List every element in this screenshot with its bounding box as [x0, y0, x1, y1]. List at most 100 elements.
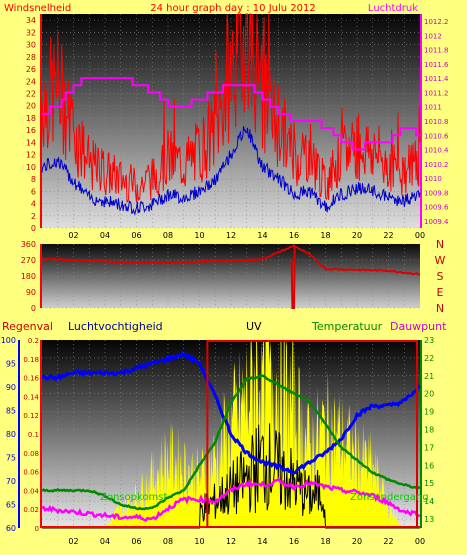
temperature-y-tick-label: 14: [424, 497, 434, 506]
compass-label: E: [437, 286, 444, 299]
uv-y-tick-label: 0.16: [23, 375, 39, 383]
wind-y-tick-label: 6: [31, 187, 36, 196]
pressure-y-tick-label: 1011.4: [424, 75, 449, 83]
x-tick-label: 18: [320, 231, 330, 240]
x-tick-label: 04: [100, 537, 110, 546]
pressure-y-tick-label: 1011.2: [424, 89, 449, 97]
wind-y-tick-label: 0: [31, 224, 36, 233]
humidity-y-tick-label: 95: [6, 360, 16, 369]
humidity-x-ticks: 02 04 06 08 10 12 14 16 18 20 22 00: [68, 537, 425, 546]
temperature-y-ticks: 13 14 15 16 17 18 19 20 21 22 23: [420, 336, 434, 528]
wind-y-tick-label: 8: [31, 175, 36, 184]
temperature-y-tick-label: 20: [424, 390, 434, 399]
humidity-y-tick-label: 75: [6, 454, 16, 463]
chart-title: 24 hour graph day : 10 Julu 2012: [150, 3, 316, 14]
dewpoint-label: Dauwpunt: [390, 320, 447, 333]
x-tick-label: 20: [352, 231, 362, 240]
uv-y-tick-label: 0.04: [23, 487, 39, 495]
temperature-y-tick-label: 18: [424, 426, 434, 435]
rain-label: Regenval: [2, 320, 53, 333]
compass-label: N: [436, 238, 444, 251]
direction-y-tick-label: 360: [21, 240, 36, 249]
sunset-label: Zonsondergang: [350, 492, 429, 503]
pressure-y-tick-label: 1009.6: [424, 204, 449, 212]
wind-y-tick-label: 28: [26, 53, 36, 62]
wind-y-tick-label: 20: [26, 102, 36, 111]
wind-y-tick-label: 24: [26, 77, 36, 86]
temperature-label: Temperatuur: [311, 320, 383, 333]
pressure-y-tick-label: 1010: [424, 175, 442, 183]
temperature-y-tick-label: 16: [424, 461, 434, 470]
wind-series: [41, 13, 421, 216]
uv-y-tick-label: 0.2: [28, 337, 39, 345]
wind-y-tick-label: 16: [26, 126, 36, 135]
wind-y-tick-label: 12: [26, 151, 36, 160]
temperature-y-tick-label: 21: [424, 372, 434, 381]
wind-x-ticks: 02 04 06 08 10 12 14 16 18 20 22 00: [68, 231, 425, 240]
x-tick-label: 10: [194, 231, 204, 240]
pressure-axis-title: Luchtdruk: [368, 3, 418, 14]
x-tick-label: 20: [352, 537, 362, 546]
x-tick-label: 14: [257, 231, 267, 240]
pressure-line: [42, 77, 420, 151]
x-tick-label: 02: [68, 231, 78, 240]
uv-y-tick-label: 0.12: [23, 412, 39, 420]
x-tick-label: 18: [320, 537, 330, 546]
wind-y-tick-label: 30: [26, 41, 36, 50]
uv-label: UV: [246, 320, 262, 333]
direction-line: [41, 244, 420, 276]
x-tick-label: 22: [383, 231, 393, 240]
temperature-y-tick-label: 23: [424, 336, 434, 345]
x-tick-label: 00: [415, 231, 425, 240]
x-tick-label: 06: [131, 537, 141, 546]
x-tick-label: 22: [383, 537, 393, 546]
humidity-series: [40, 340, 422, 529]
sunrise-label: Zonsopkomst: [100, 492, 167, 503]
wind-y-tick-label: 22: [26, 89, 36, 98]
pressure-y-tick-label: 1011.8: [424, 47, 449, 55]
pressure-y-tick-label: 1011: [424, 104, 442, 112]
humidity-y-ticks: 60 65 70 75 80 85 90 95 100: [1, 336, 20, 533]
pressure-y-tick-label: 1010.4: [424, 147, 449, 155]
humidity-y-tick-label: 90: [6, 383, 16, 392]
uv-y-tick-label: 0.08: [23, 450, 39, 458]
compass-label: N: [436, 302, 444, 315]
wind-y-tick-label: 14: [26, 138, 36, 147]
humidity-y-tick-label: 80: [6, 430, 16, 439]
x-tick-label: 14: [257, 537, 267, 546]
direction-spike: [290, 245, 296, 309]
x-tick-label: 04: [100, 231, 110, 240]
temperature-y-tick-label: 22: [424, 354, 434, 363]
humidity-label: Luchtvochtigheid: [68, 320, 163, 333]
wind-axis-title: Windsnelheid: [4, 3, 71, 14]
pressure-y-tick-label: 1009.8: [424, 189, 449, 197]
wind-y-tick-label: 4: [31, 200, 36, 209]
wind-y-tick-label: 32: [26, 28, 36, 37]
x-tick-label: 12: [226, 231, 236, 240]
uv-y-tick-label: 0: [35, 525, 39, 533]
pressure-y-tick-label: 1010.2: [424, 161, 449, 169]
x-tick-label: 10: [194, 537, 204, 546]
direction-series: [41, 244, 420, 309]
direction-y-tick-label: 90: [26, 288, 36, 297]
humidity-y-tick-label: 65: [6, 501, 16, 510]
uv-y-tick-label: 0.06: [23, 469, 39, 477]
pressure-y-tick-label: 1009.4: [424, 218, 449, 226]
direction-grid: [42, 243, 420, 309]
temperature-y-tick-label: 15: [424, 479, 434, 488]
x-tick-label: 16: [289, 231, 299, 240]
humidity-y-tick-label: 100: [1, 336, 16, 345]
uv-y-tick-label: 0.18: [23, 356, 39, 364]
x-tick-label: 02: [68, 537, 78, 546]
direction-y-ticks: 0 90 180 270 360: [21, 240, 42, 313]
direction-y-tick-label: 0: [31, 304, 36, 313]
uv-y-ticks: 0 0.02 0.04 0.06 0.08 0.1 0.12 0.14 0.16 0.18 0.2: [23, 337, 42, 533]
pressure-y-ticks: 1009.4 1009.6 1009.8 1010 1010.2 1010.4 1010.6…: [420, 14, 449, 228]
pressure-y-tick-label: 1012.2: [424, 18, 449, 26]
wind-y-tick-label: 34: [26, 16, 36, 25]
humidity-y-tick-label: 60: [6, 524, 16, 533]
direction-y-tick-label: 270: [21, 256, 36, 265]
